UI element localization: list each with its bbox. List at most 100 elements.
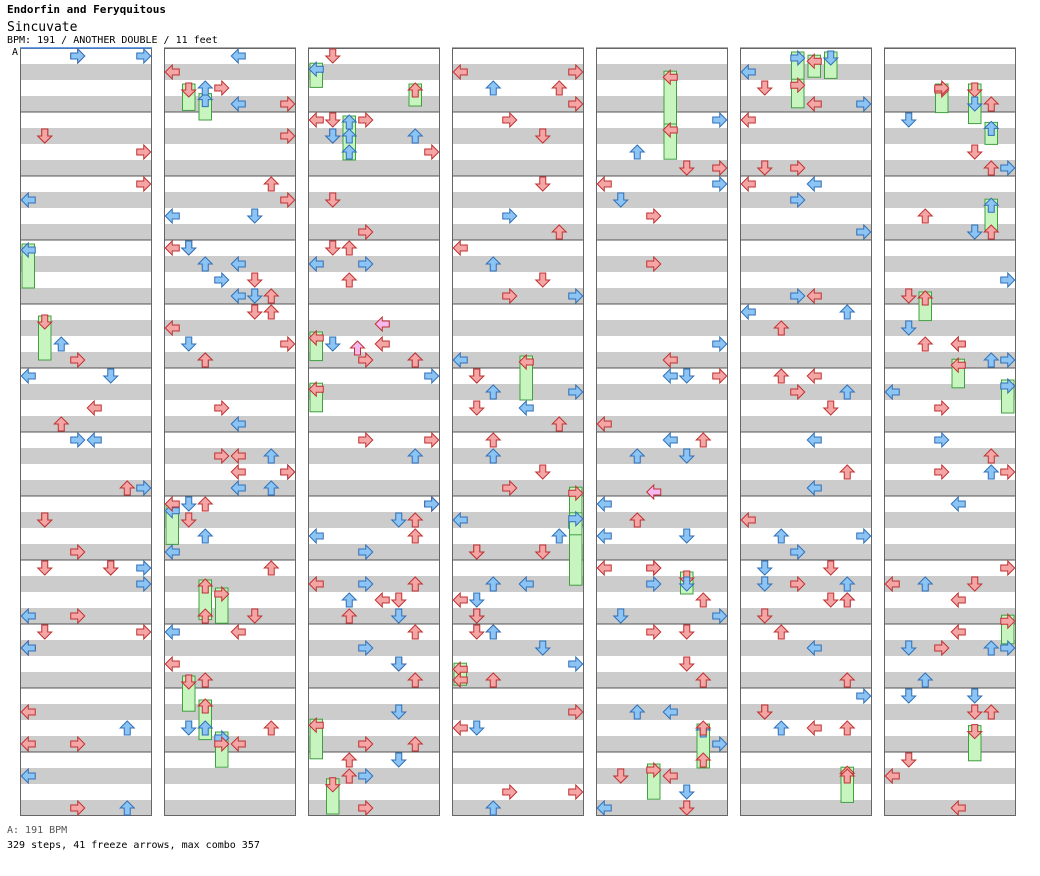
- step-arrow: [856, 527, 872, 545]
- step-arrow: [468, 400, 485, 416]
- step-arrow: [164, 623, 180, 641]
- step-arrow: [70, 607, 86, 625]
- step-arrow: [695, 672, 712, 688]
- song-title: Sincuvate: [7, 20, 78, 35]
- step-arrow: [70, 431, 86, 449]
- step-arrow: [280, 191, 296, 209]
- beat-band: [884, 672, 1016, 688]
- step-arrow: [390, 752, 407, 768]
- step-arrow: [53, 416, 70, 432]
- beat-band: [596, 704, 728, 720]
- beat-band: [596, 736, 728, 752]
- beat-band: [452, 64, 584, 80]
- step-arrow: [136, 479, 152, 497]
- step-arrow: [324, 192, 341, 208]
- step-arrow: [230, 287, 246, 305]
- step-arrow: [197, 256, 214, 272]
- step-arrow: [358, 351, 374, 369]
- beat-band: [740, 192, 872, 208]
- step-arrow: [884, 575, 900, 593]
- step-arrow: [983, 96, 1000, 112]
- freeze-head-arrow: [180, 82, 197, 98]
- step-arrow: [20, 767, 36, 785]
- freeze-head-arrow: [966, 724, 983, 740]
- freeze-head-arrow: [983, 197, 1000, 213]
- step-arrow: [308, 575, 324, 593]
- step-arrow: [164, 207, 180, 225]
- beat-band: [596, 320, 728, 336]
- beat-band: [740, 768, 872, 784]
- step-arrow: [502, 479, 518, 497]
- beat-band: [164, 416, 296, 432]
- step-arrow: [20, 367, 36, 385]
- step-arrow: [119, 800, 136, 816]
- step-arrow: [164, 543, 180, 561]
- step-arrow: [452, 511, 468, 529]
- step-arrow: [950, 335, 966, 353]
- step-arrow: [856, 95, 872, 113]
- step-arrow: [646, 207, 662, 225]
- freeze-head-arrow: [518, 353, 534, 371]
- step-arrow: [452, 351, 468, 369]
- beat-band: [308, 544, 440, 560]
- step-arrow: [790, 191, 806, 209]
- step-arrow: [102, 560, 119, 576]
- step-arrow: [280, 127, 296, 145]
- beat-band: [164, 128, 296, 144]
- column-border: [308, 48, 440, 816]
- beat-band: [884, 768, 1016, 784]
- song-artist: Endorfin and Feryquitous: [7, 3, 166, 16]
- beat-band: [884, 480, 1016, 496]
- step-arrow: [568, 703, 584, 721]
- step-arrow: [485, 432, 502, 448]
- beat-band: [20, 64, 152, 80]
- step-arrow: [983, 464, 1000, 480]
- beat-band: [452, 640, 584, 656]
- step-arrow: [773, 720, 790, 736]
- beat-band: [596, 544, 728, 560]
- beat-band: [884, 704, 1016, 720]
- step-arrow: [341, 592, 358, 608]
- step-arrow: [900, 640, 917, 656]
- step-arrow: [180, 240, 197, 256]
- beat-band: [740, 800, 872, 816]
- beat-band: [452, 608, 584, 624]
- freeze-head-arrow: [662, 121, 678, 139]
- beat-band: [20, 480, 152, 496]
- freeze-head-arrow: [983, 120, 1000, 136]
- step-arrow: [596, 799, 612, 817]
- freeze-head-arrow: [308, 380, 324, 398]
- step-arrow: [502, 111, 518, 129]
- bpm-marker: A: [12, 47, 19, 58]
- step-arrow: [358, 799, 374, 817]
- beat-band: [164, 448, 296, 464]
- step-arrow: [374, 335, 390, 353]
- step-arrow: [756, 608, 773, 624]
- step-arrow: [407, 736, 424, 752]
- beat-band: [164, 224, 296, 240]
- step-arrow: [390, 592, 407, 608]
- step-arrow: [596, 175, 612, 193]
- step-arrow: [934, 399, 950, 417]
- step-arrow: [358, 767, 374, 785]
- freeze-head-arrow: [568, 484, 584, 502]
- step-arrow: [485, 448, 502, 464]
- beat-band: [596, 192, 728, 208]
- step-arrow: [662, 767, 678, 785]
- beat-band: [452, 768, 584, 784]
- beat-band: [596, 416, 728, 432]
- column-border: [596, 48, 728, 816]
- beat-band: [308, 320, 440, 336]
- step-arrow: [263, 560, 280, 576]
- beat-band: [452, 448, 584, 464]
- step-arrow: [839, 672, 856, 688]
- step-arrow: [596, 527, 612, 545]
- step-arrow: [1000, 639, 1016, 657]
- beat-band: [596, 768, 728, 784]
- step-arrow: [773, 528, 790, 544]
- beat-band: [164, 704, 296, 720]
- step-arrow: [662, 431, 678, 449]
- step-arrow: [324, 128, 341, 144]
- step-arrow: [822, 400, 839, 416]
- step-arrow: [390, 608, 407, 624]
